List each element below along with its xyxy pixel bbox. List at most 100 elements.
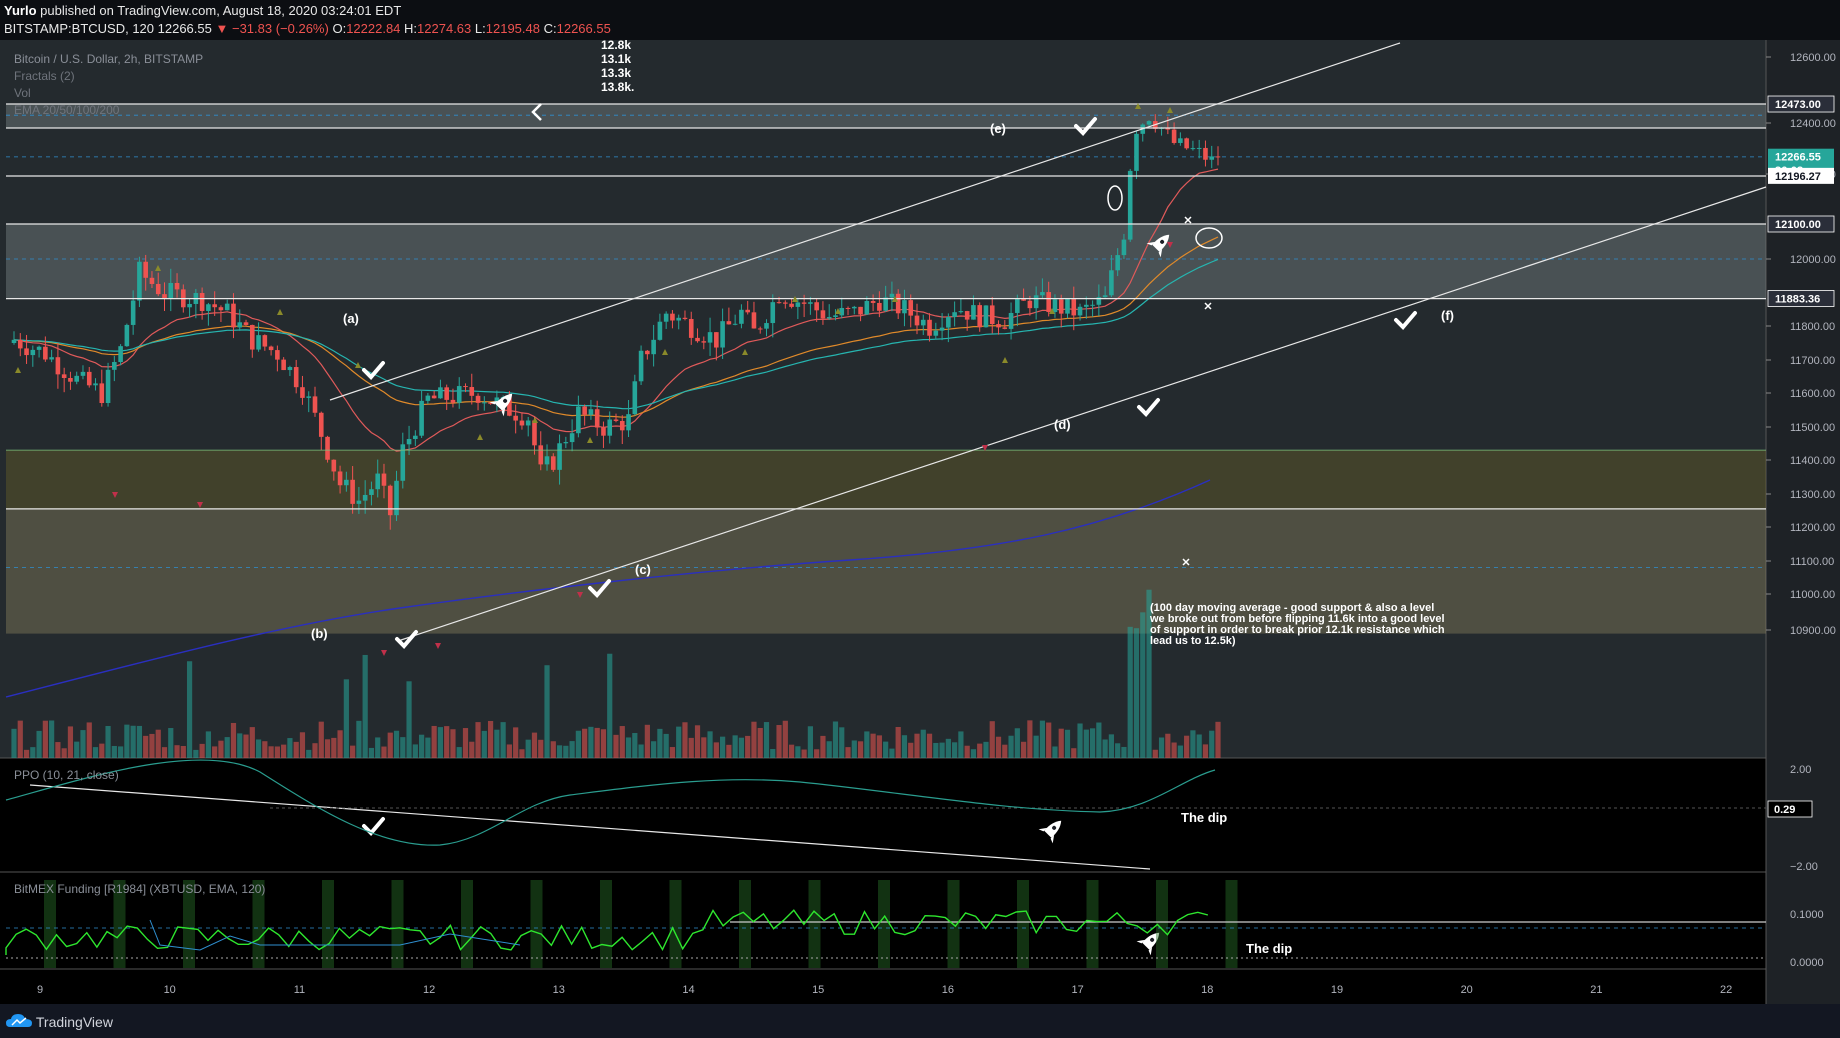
volume-bar (983, 741, 989, 758)
candle-body (400, 444, 406, 481)
volume-bar (249, 727, 255, 758)
target-1: 12.8k (601, 40, 631, 52)
chevron-left-icon[interactable] (531, 103, 542, 121)
candle-body (770, 302, 776, 324)
volume-bar (193, 749, 199, 758)
candle-body (1115, 255, 1120, 271)
candle-body (851, 306, 857, 309)
volume-bar (356, 720, 362, 758)
candle-body (902, 300, 907, 314)
candle-body (36, 346, 42, 350)
target-4: 13.8k. (601, 80, 634, 94)
candle-body (11, 339, 17, 343)
fractal-up-marker (277, 309, 283, 315)
funding-title[interactable]: BitMEX Funding [R1984] (XBTUSD, EMA, 120… (14, 882, 265, 896)
volume-bar (550, 741, 556, 758)
candle-body (488, 402, 493, 404)
volume-bar (870, 733, 876, 758)
checkmark-icon (362, 361, 385, 380)
candle-body (920, 319, 926, 326)
author-name[interactable]: Yurlo (4, 3, 37, 18)
legend-fractals[interactable]: Fractals (2) (14, 69, 75, 83)
candle-body (933, 330, 939, 336)
dip-label-funding: The dip (1246, 941, 1292, 956)
volume-bar (124, 724, 130, 758)
candle-body (1165, 127, 1171, 130)
wave-label-d: (d) (1054, 417, 1071, 432)
volume-bar (1140, 612, 1146, 758)
symbol-label[interactable]: BITSTAMP:BTCUSD, 120 (4, 21, 155, 36)
price-badge-label: 12100.00 (1775, 219, 1821, 231)
close-value: 12266.55 (556, 21, 611, 36)
volume-bar (381, 746, 387, 758)
candle-body (732, 323, 738, 325)
cross-icon (1184, 216, 1192, 224)
ppo-title[interactable]: PPO (10, 21, close) (14, 768, 119, 782)
volume-bar (770, 748, 776, 758)
candle-body (726, 321, 732, 325)
candle-body (218, 307, 224, 311)
tradingview-brand[interactable]: TradingView (6, 1013, 113, 1031)
price-badge-label: 12266.55 (1775, 152, 1821, 164)
volume-bar (1064, 729, 1071, 758)
candle-body (174, 282, 180, 290)
y-tick-label: 11300.00 (1790, 489, 1835, 501)
candle-body (275, 350, 280, 360)
volume-bar (694, 725, 701, 758)
price-badge-label: 12473.00 (1775, 99, 1821, 111)
volume-bar (393, 730, 400, 758)
candle-body (419, 400, 424, 436)
candle-body (86, 371, 92, 386)
volume-bar (1215, 721, 1221, 758)
candle-body (1134, 133, 1139, 171)
volume-bar (720, 736, 726, 758)
candle-body (908, 300, 914, 316)
candle-body (989, 305, 995, 325)
volume-bar (1002, 744, 1008, 758)
volume-bar (883, 741, 889, 758)
volume-bar (168, 728, 174, 758)
candle-body (93, 383, 98, 386)
volume-bar (55, 742, 61, 758)
candle-body (1121, 239, 1127, 256)
legend-ema[interactable]: EMA 20/50/100/200 (14, 103, 120, 117)
candle-body (1184, 138, 1189, 149)
volume-bar (437, 727, 444, 758)
legend-vol[interactable]: Vol (14, 86, 31, 100)
candle-body (312, 396, 318, 413)
x-tick-label: 12 (423, 984, 435, 996)
candle-body (224, 303, 230, 311)
volume-bar (149, 733, 155, 758)
candle-body (1033, 295, 1039, 309)
volume-bar (1177, 745, 1183, 758)
funding-tick-label: 0.1000 (1790, 909, 1824, 921)
fractal-up-marker (742, 349, 748, 355)
volume-bar (901, 735, 908, 758)
volume-bar (1184, 735, 1190, 758)
volume-bar (1171, 742, 1177, 758)
candle-body (387, 485, 393, 516)
candle-body (801, 302, 807, 304)
volume-bar (230, 722, 237, 758)
volume-bar (475, 722, 481, 758)
legend-title[interactable]: Bitcoin / U.S. Dollar, 2h, BITSTAMP (14, 52, 203, 66)
chart-canvas[interactable]: 12600.0012400.0012200.0012000.0011800.00… (0, 40, 1840, 1004)
candle-body (1096, 297, 1102, 305)
candle-body (1084, 304, 1089, 307)
volume-bar (155, 729, 161, 758)
fractal-down-marker (435, 643, 441, 649)
volume-bar (939, 742, 945, 758)
candle-body (1146, 121, 1152, 125)
volume-bar (1165, 733, 1171, 758)
price-change: ▼ −31.83 (−0.26%) (215, 21, 329, 36)
candle-body (475, 395, 481, 403)
candle-body (619, 420, 625, 431)
volume-bar (1152, 749, 1158, 758)
candle-body (964, 311, 970, 320)
volume-bar (644, 724, 650, 758)
volume-bar (306, 749, 312, 758)
volume-bar (1027, 720, 1033, 758)
volume-bar (312, 743, 318, 758)
volume-bar (1046, 722, 1052, 758)
volume-bar (826, 741, 832, 758)
